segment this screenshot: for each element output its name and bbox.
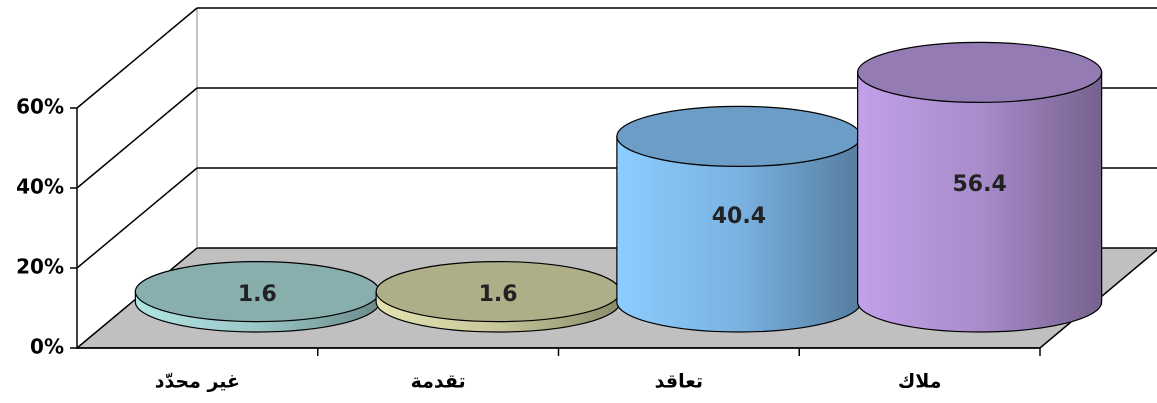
cylinder-body bbox=[616, 135, 862, 333]
side-grid-line bbox=[76, 7, 198, 109]
y-tick-label: 60% bbox=[16, 95, 64, 119]
x-tick-label: ملاك bbox=[898, 371, 942, 393]
value-label: 56.4 bbox=[952, 172, 1006, 197]
x-tick-label: تقدمة bbox=[411, 371, 466, 393]
cylinder-body bbox=[857, 71, 1103, 333]
value-label: 40.4 bbox=[712, 204, 766, 229]
value-label: 1.6 bbox=[238, 282, 277, 307]
y-tick-label: 40% bbox=[16, 175, 64, 199]
cylinder-top bbox=[616, 105, 862, 167]
value-label: 1.6 bbox=[479, 282, 518, 307]
y-tick-label: 0% bbox=[30, 335, 64, 359]
x-tick-label: غير محدّد bbox=[155, 371, 240, 393]
x-tick-label: تعاقد bbox=[655, 371, 703, 393]
y-tick-label: 20% bbox=[16, 255, 64, 279]
side-grid-line bbox=[76, 167, 198, 269]
side-grid-line bbox=[76, 87, 198, 189]
cylinder-top bbox=[857, 41, 1103, 104]
